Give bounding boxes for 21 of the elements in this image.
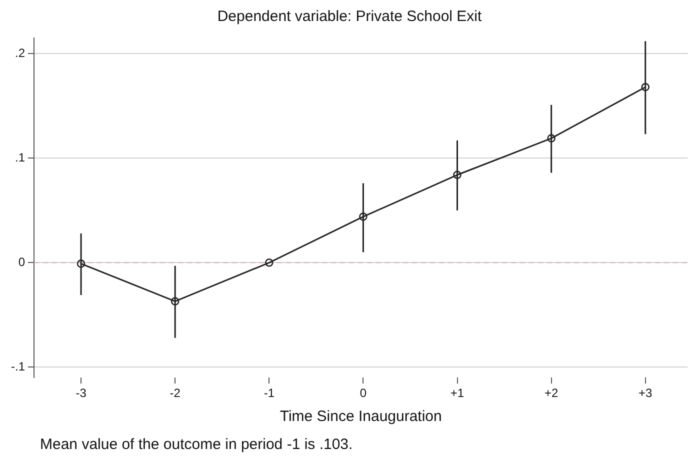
x-axis-title: Time Since Inauguration <box>280 408 442 426</box>
point <box>359 212 368 221</box>
x-tick-label: 0 <box>360 386 367 400</box>
chart-title: Dependent variable: Private School Exit <box>217 8 482 26</box>
point <box>170 297 180 306</box>
y-tick-label: .1 <box>14 150 26 164</box>
x-tick-label: -2 <box>170 386 181 400</box>
y-tick-label: .2 <box>14 46 26 60</box>
point <box>453 170 462 180</box>
point <box>76 260 86 268</box>
x-tick-label: +3 <box>638 386 653 400</box>
x-tick-label: +1 <box>450 386 464 400</box>
point <box>547 134 556 142</box>
y-tick-label: 0 <box>18 254 26 269</box>
text: Mean value of the outcome in period -1 is .103. <box>40 436 353 453</box>
x-tick-label: +2 <box>544 386 558 400</box>
point <box>264 258 274 267</box>
x-tick-label: -3 <box>76 386 87 400</box>
point <box>641 82 650 92</box>
y-tick-label: -.1 <box>10 359 26 374</box>
x-tick-label: -1 <box>264 386 275 400</box>
